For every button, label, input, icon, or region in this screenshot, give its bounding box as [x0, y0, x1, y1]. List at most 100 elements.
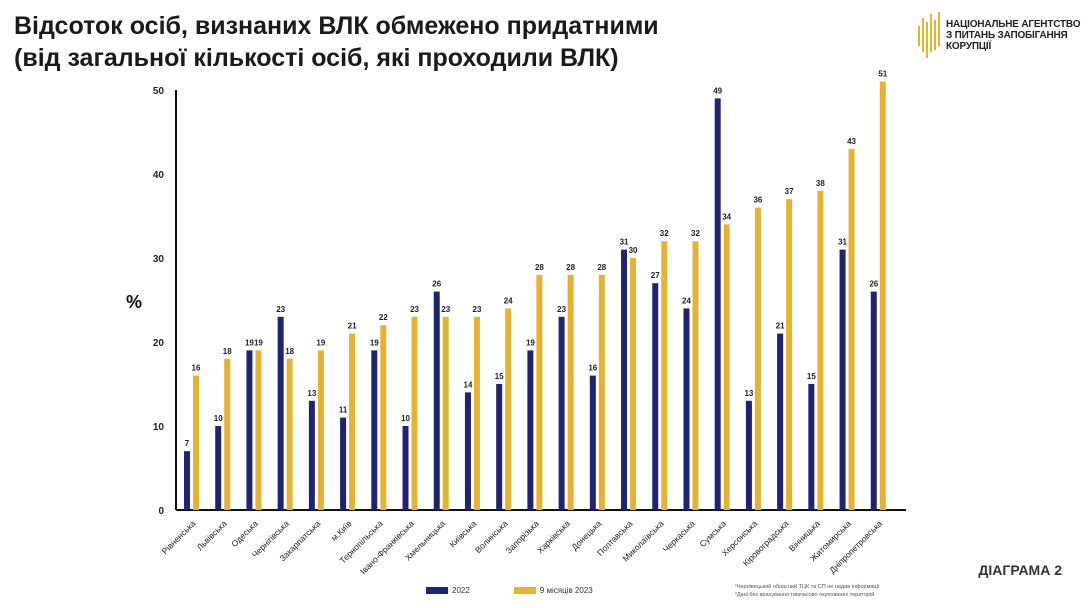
data-label: 11: [339, 406, 348, 415]
bar-2022: [652, 283, 659, 510]
bar-2023: [255, 350, 262, 510]
data-label: 15: [495, 372, 504, 381]
data-label: 30: [629, 246, 638, 255]
bar-2022: [839, 249, 846, 510]
data-label: 21: [348, 322, 357, 331]
data-label: 14: [464, 380, 473, 389]
x-tick-label: м.Київ: [329, 518, 354, 543]
title-line-1: Відсоток осіб, визнаних ВЛК обмежено при…: [14, 12, 659, 40]
data-label: 16: [588, 364, 597, 373]
bar-2022: [433, 291, 440, 510]
data-label: 18: [223, 347, 232, 356]
logo-bars-icon: [918, 12, 940, 58]
x-tick-label: Рівненська: [160, 518, 198, 556]
data-label: 24: [504, 296, 513, 305]
y-tick-label: 30: [153, 254, 165, 265]
data-label: 18: [285, 347, 294, 356]
bar-2023: [536, 274, 543, 510]
bar-2022: [340, 417, 347, 510]
bar-2023: [598, 274, 605, 510]
footnote: ¹Чернівецький обласний ТЦК та СП не нада…: [735, 584, 880, 590]
bar-2023: [473, 316, 480, 510]
bar-2022: [589, 375, 596, 510]
data-label: 23: [441, 305, 450, 314]
y-tick-label: 50: [153, 86, 165, 97]
x-tick-label: Дніпропетровська: [827, 518, 884, 575]
data-label: 13: [744, 389, 753, 398]
data-label: 19: [245, 338, 254, 347]
bar-2022: [184, 451, 190, 510]
data-label: 23: [473, 305, 482, 314]
data-label: 28: [566, 263, 575, 272]
legend-label-2023: 9 місяців 2023: [539, 586, 593, 595]
bar-2022: [558, 316, 565, 510]
data-label: 51: [878, 70, 887, 79]
data-label: 49: [713, 86, 722, 95]
bar-2022: [277, 316, 284, 510]
bar-2023: [224, 358, 231, 510]
bar-2023: [442, 316, 449, 510]
footnotes: ¹Чернівецький обласний ТЦК та СП не нада…: [735, 583, 879, 599]
bar-2023: [786, 199, 793, 510]
x-tick-label: Сумська: [697, 518, 728, 549]
data-label: 24: [682, 296, 691, 305]
bar-2022: [777, 333, 784, 510]
x-tick-label: Київська: [447, 518, 478, 549]
bar-2023: [661, 241, 668, 510]
logo-line: Національне агентство: [946, 18, 1081, 30]
data-label: 28: [535, 263, 544, 272]
y-tick-label: 20: [153, 338, 165, 349]
bar-2022: [870, 291, 877, 510]
y-tick-label: 0: [158, 506, 164, 517]
data-label: 31: [620, 238, 629, 247]
data-label: 32: [660, 229, 669, 238]
bar-2023: [848, 148, 855, 511]
bar-2023: [754, 207, 761, 510]
data-label: 32: [691, 229, 700, 238]
data-label: 10: [401, 414, 410, 423]
bar-2022: [745, 400, 752, 510]
chart-title: Відсоток осіб, визнаних ВЛК обмежено при…: [14, 10, 659, 74]
data-label: 19: [526, 338, 535, 347]
x-tick-label: Одеська: [229, 518, 260, 549]
bar-2022: [527, 350, 534, 510]
data-label: 36: [753, 196, 762, 205]
bar-2023: [630, 258, 637, 510]
data-label: 37: [785, 187, 794, 196]
data-label: 43: [847, 137, 856, 146]
nazk-logo: Національне агентство з питань запобіган…: [918, 12, 1080, 58]
diagram-label: ДІАГРАМА 2: [978, 562, 1062, 578]
data-label: 16: [192, 364, 201, 373]
bar-2023: [567, 274, 574, 510]
legend: 2022 9 місяців 2023: [426, 586, 593, 595]
bar-2022: [308, 400, 315, 510]
bar-2023: [317, 350, 324, 510]
data-label: 22: [379, 313, 388, 322]
data-label: 21: [776, 322, 785, 331]
data-label: 23: [276, 305, 285, 314]
bar-2023: [723, 224, 730, 510]
data-label: 38: [816, 179, 825, 188]
data-label: 26: [869, 280, 878, 289]
bar-2023: [380, 325, 387, 510]
bar-2023: [879, 81, 886, 510]
x-tick-label: Івано-Франківська: [358, 518, 416, 576]
data-label: 13: [307, 389, 316, 398]
bar-2022: [496, 384, 503, 510]
bar-2023: [817, 190, 824, 511]
logo-line: корупції: [946, 40, 992, 52]
logo-text: Національне агентство з питань запобіган…: [946, 19, 1080, 52]
bar-2022: [246, 350, 253, 510]
bar-2023: [193, 375, 199, 510]
bar-2023: [692, 241, 699, 510]
data-label: 15: [807, 372, 816, 381]
bar-2023: [505, 308, 512, 510]
bar-2022: [714, 98, 721, 511]
bar-2022: [464, 392, 471, 510]
data-label: 27: [651, 271, 660, 280]
data-label: 19: [370, 338, 379, 347]
data-label: 31: [838, 238, 847, 247]
bar-2022: [683, 308, 690, 510]
data-label: 23: [410, 305, 419, 314]
